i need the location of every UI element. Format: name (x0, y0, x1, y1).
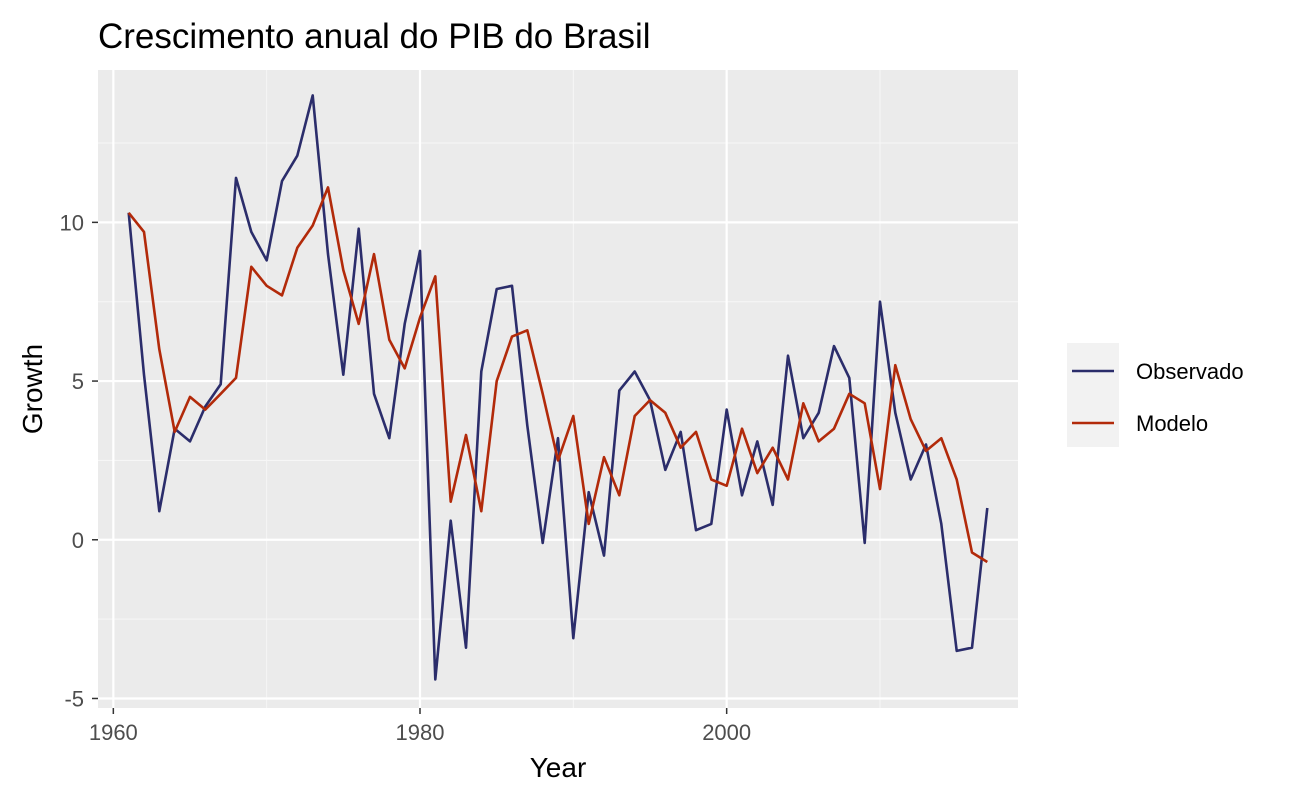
plot-panel (98, 70, 1018, 708)
y-tick-label: 10 (60, 210, 84, 235)
x-axis-title: Year (530, 752, 587, 783)
axes: 1960 1980 2000 -5 0 5 10 (60, 210, 752, 745)
y-axis-title: Growth (17, 344, 48, 434)
legend: Observado Modelo (1067, 343, 1244, 447)
series-line-modelo (127, 186, 988, 564)
legend-label-modelo: Modelo (1136, 411, 1208, 436)
legend-key-background (1067, 343, 1119, 447)
y-tick-label: 0 (72, 528, 84, 553)
series-lines (127, 94, 989, 681)
chart-title: Crescimento anual do PIB do Brasil (98, 17, 651, 56)
series-line-observado (127, 94, 989, 681)
x-tick-label: 2000 (702, 720, 751, 745)
legend-label-observado: Observado (1136, 359, 1244, 384)
x-tick-label: 1960 (89, 720, 138, 745)
x-tick-label: 1980 (396, 720, 445, 745)
y-tick-label: 5 (72, 369, 84, 394)
gridlines (98, 70, 1018, 708)
y-tick-label: -5 (64, 686, 84, 711)
